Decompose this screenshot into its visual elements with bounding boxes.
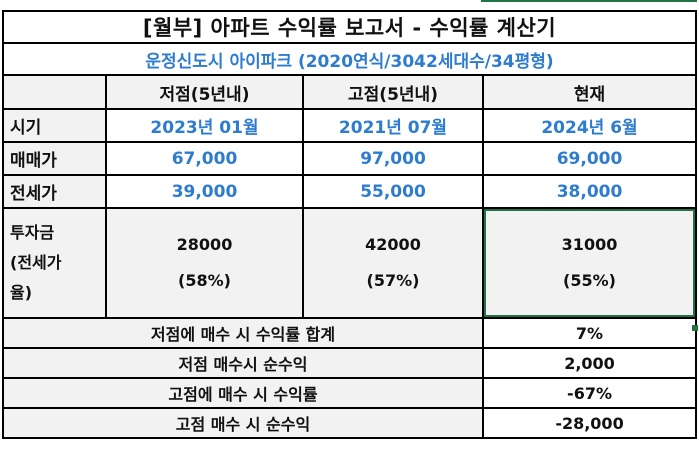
summary-value-low-yield[interactable]: 7%	[481, 317, 698, 349]
header-empty-cell[interactable]	[2, 74, 107, 110]
investment-label-line-1: 투자금	[10, 223, 55, 242]
investment-low-ratio: (58%)	[178, 271, 231, 290]
selection-fill-handle[interactable]	[692, 325, 698, 331]
sale-high[interactable]: 97,000	[302, 141, 484, 176]
row-label-jeonse-price[interactable]: 전세가	[2, 174, 107, 209]
row-label-sale-price[interactable]: 매매가	[2, 141, 107, 176]
investment-high[interactable]: 42000 (57%)	[302, 207, 484, 319]
investment-low[interactable]: 28000 (58%)	[105, 207, 304, 319]
investment-low-amount: 28000	[176, 235, 233, 254]
row-label-period[interactable]: 시기	[2, 108, 107, 143]
col-header-high[interactable]: 고점(5년내)	[302, 74, 484, 110]
summary-label-high-profit[interactable]: 고점 매수 시 순수익	[2, 407, 484, 439]
investment-high-ratio: (57%)	[366, 271, 420, 290]
jeonse-high[interactable]: 55,000	[302, 174, 484, 209]
summary-value-low-profit[interactable]: 2,000	[481, 347, 698, 379]
period-current[interactable]: 2024년 6월	[481, 108, 698, 143]
jeonse-current[interactable]: 38,000	[481, 174, 698, 209]
summary-label-low-yield[interactable]: 저점에 매수 시 수익률 합계	[2, 317, 484, 349]
investment-high-amount: 42000	[365, 235, 421, 254]
sale-low[interactable]: 67,000	[105, 141, 304, 176]
period-low[interactable]: 2023년 01월	[105, 108, 304, 143]
col-header-low[interactable]: 저점(5년내)	[105, 74, 304, 110]
investment-current[interactable]: 31000 (55%)	[481, 207, 698, 319]
sale-current[interactable]: 69,000	[481, 141, 698, 176]
jeonse-low[interactable]: 39,000	[105, 174, 304, 209]
summary-value-high-profit[interactable]: -28,000	[481, 407, 698, 439]
summary-label-low-profit[interactable]: 저점 매수시 순수익	[2, 347, 484, 379]
report-title[interactable]: [월부] 아파트 수익률 보고서 - 수익률 계산기	[1, 10, 698, 44]
period-high[interactable]: 2021년 07월	[302, 108, 484, 143]
row-label-investment[interactable]: 투자금 (전세가 율)	[2, 207, 107, 319]
summary-label-high-yield[interactable]: 고점에 매수 시 수익률	[2, 377, 484, 409]
investment-label-line-3: 율)	[10, 283, 33, 302]
selection-indicator	[481, 0, 697, 2]
investment-current-ratio: (55%)	[563, 271, 616, 290]
apartment-subtitle[interactable]: 운정신도시 아이파크 (2020연식/3042세대수/34평형)	[1, 42, 698, 76]
yield-report-table: [월부] 아파트 수익률 보고서 - 수익률 계산기 운정신도시 아이파크 (2…	[1, 10, 698, 439]
summary-value-high-yield[interactable]: -67%	[481, 377, 698, 409]
investment-current-amount: 31000	[561, 235, 618, 254]
col-header-current[interactable]: 현재	[481, 74, 698, 110]
investment-label-line-2: (전세가	[10, 253, 62, 272]
